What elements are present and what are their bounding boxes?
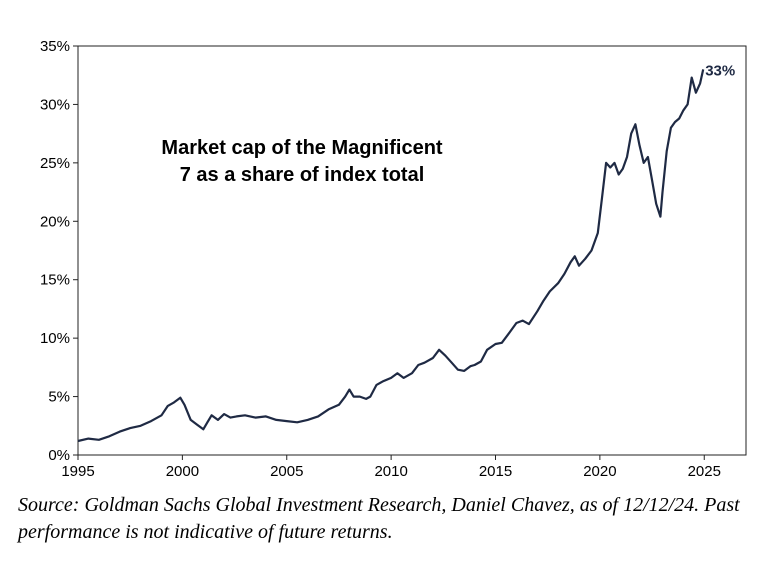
y-tick-label: 20% [40, 213, 70, 230]
x-tick-label: 2000 [166, 463, 199, 480]
chart-title-line-1: Market cap of the Magnificent [161, 137, 442, 159]
y-tick-label: 30% [40, 96, 70, 113]
y-tick-label: 25% [40, 155, 70, 172]
source-note: Source: Goldman Sachs Global Investment … [18, 494, 740, 543]
end-value-label: 33% [705, 62, 735, 79]
y-tick-label: 15% [40, 272, 70, 289]
y-tick-label: 5% [48, 389, 70, 406]
x-tick-label: 2020 [583, 463, 616, 480]
x-axis-ticks: 1995 2000 2005 2010 2015 2020 2025 [61, 455, 721, 480]
y-tick-label: 0% [48, 447, 70, 464]
x-tick-label: 2005 [270, 463, 303, 480]
x-tick-label: 2025 [688, 463, 721, 480]
y-axis-ticks: 0% 5% 10% 15% 20% 25% 30% 35% [40, 38, 78, 464]
series-line [77, 69, 705, 443]
market-cap-chart: 0% 5% 10% 15% 20% 25% 30% 35% 1995 2000 2005 2010 2… [40, 38, 747, 480]
chart-title-line-2: 7 as a share of index total [180, 164, 425, 186]
y-tick-label: 10% [40, 330, 70, 347]
plot-area-frame [77, 45, 747, 456]
x-tick-label: 2015 [479, 463, 512, 480]
x-tick-label: 1995 [61, 463, 94, 480]
y-tick-label: 35% [40, 38, 70, 55]
x-tick-label: 2010 [374, 463, 407, 480]
